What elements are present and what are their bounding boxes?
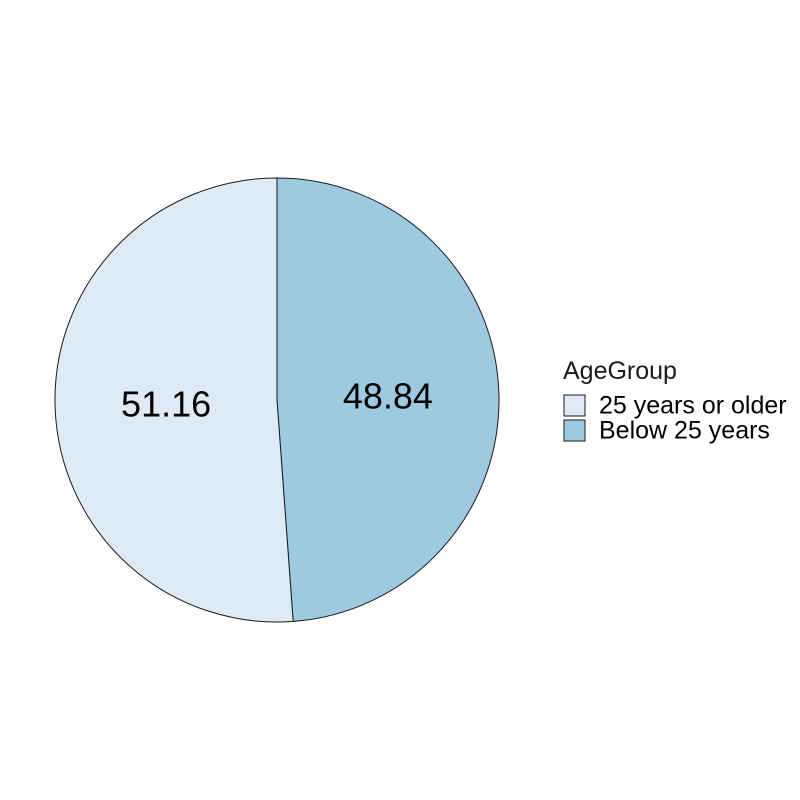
legend-title: AgeGroup [563, 357, 677, 385]
legend-swatch [563, 394, 586, 417]
pie-slice-below-25-years [276, 177, 500, 622]
legend-label: Below 25 years [599, 417, 770, 445]
pie-slice-value-label: 48.84 [343, 376, 433, 417]
legend-swatch [563, 419, 586, 442]
pie-slice-labels: 48.84 51.16 [121, 376, 433, 425]
pie-slice-value-label: 51.16 [121, 384, 211, 425]
pie-slices [54, 177, 500, 623]
pie-slice-25-years-or-older [54, 177, 294, 623]
legend-label: 25 years or older [599, 392, 787, 420]
